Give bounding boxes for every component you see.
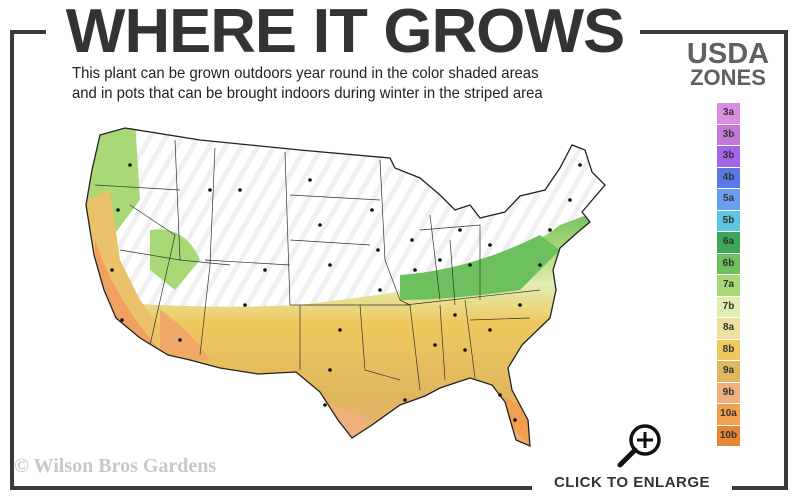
legend-zone-10b: 10b <box>717 425 740 446</box>
frame-left <box>10 30 14 490</box>
legend-zone-9a: 9a <box>717 361 740 382</box>
legend-zone-3a: 3a <box>717 103 740 124</box>
legend-zone-6a: 6a <box>717 232 740 253</box>
legend-zone-4b: 4b <box>717 167 740 188</box>
frame-top-right <box>640 30 788 34</box>
legend-title-zones: ZONES <box>690 65 766 90</box>
zone-legend: 3a 3b 3b 4b 5a 5b 6a 6b 7a 7b 8a 8b 9a 9b 10a 10b <box>717 103 740 447</box>
legend-zone-8a: 8a <box>717 318 740 339</box>
arizona-desert-zone <box>160 310 210 360</box>
legend-zone-3b: 3b <box>717 124 740 145</box>
frame-right <box>784 30 788 490</box>
legend-zone-7b: 7b <box>717 296 740 317</box>
legend-zone-8b: 8b <box>717 339 740 360</box>
legend-title: USDA ZONES <box>680 38 776 90</box>
city-markers <box>110 163 582 422</box>
legend-zone-7a: 7a <box>717 275 740 296</box>
us-outline <box>85 127 606 448</box>
frame-bottom <box>10 486 788 490</box>
state-borders <box>94 139 541 391</box>
watermark: © Wilson Bros Gardens <box>14 455 217 477</box>
south-texas-zone <box>330 405 370 438</box>
legend-zone-9b: 9b <box>717 382 740 403</box>
subtitle: This plant can be grown outdoors year ro… <box>72 64 593 104</box>
legend-zone-5b: 5b <box>717 210 740 231</box>
legend-zone-10a: 10a <box>717 404 740 425</box>
legend-zone-3b: 3b <box>717 146 740 167</box>
page-title: WHERE IT GROWS <box>65 0 625 66</box>
great-basin-zone <box>150 229 200 290</box>
legend-title-usda: USDA <box>686 38 770 70</box>
zoom-in-magnifier-icon[interactable] <box>610 422 666 472</box>
legend-zone-6b: 6b <box>717 253 740 274</box>
click-to-enlarge-button[interactable]: CLICK TO ENLARGE <box>532 474 732 491</box>
frame-top-left <box>10 30 46 34</box>
subtitle-line-1: This plant can be grown outdoors year ro… <box>72 65 539 82</box>
subtitle-line-2: and in pots that can be brought indoors … <box>72 85 543 102</box>
legend-zone-5a: 5a <box>717 189 740 210</box>
